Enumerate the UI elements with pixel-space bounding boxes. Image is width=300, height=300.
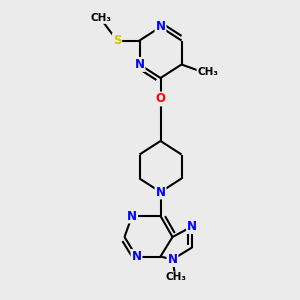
Text: N: N <box>131 250 142 263</box>
Text: CH₃: CH₃ <box>197 67 218 77</box>
Text: N: N <box>155 185 166 199</box>
Text: N: N <box>155 20 166 34</box>
Text: N: N <box>134 58 145 71</box>
Text: N: N <box>167 253 178 266</box>
Text: CH₃: CH₃ <box>165 272 186 283</box>
Text: CH₃: CH₃ <box>91 13 112 23</box>
Text: N: N <box>187 220 197 233</box>
Text: N: N <box>127 209 137 223</box>
Text: S: S <box>113 34 121 47</box>
Text: O: O <box>155 92 166 106</box>
